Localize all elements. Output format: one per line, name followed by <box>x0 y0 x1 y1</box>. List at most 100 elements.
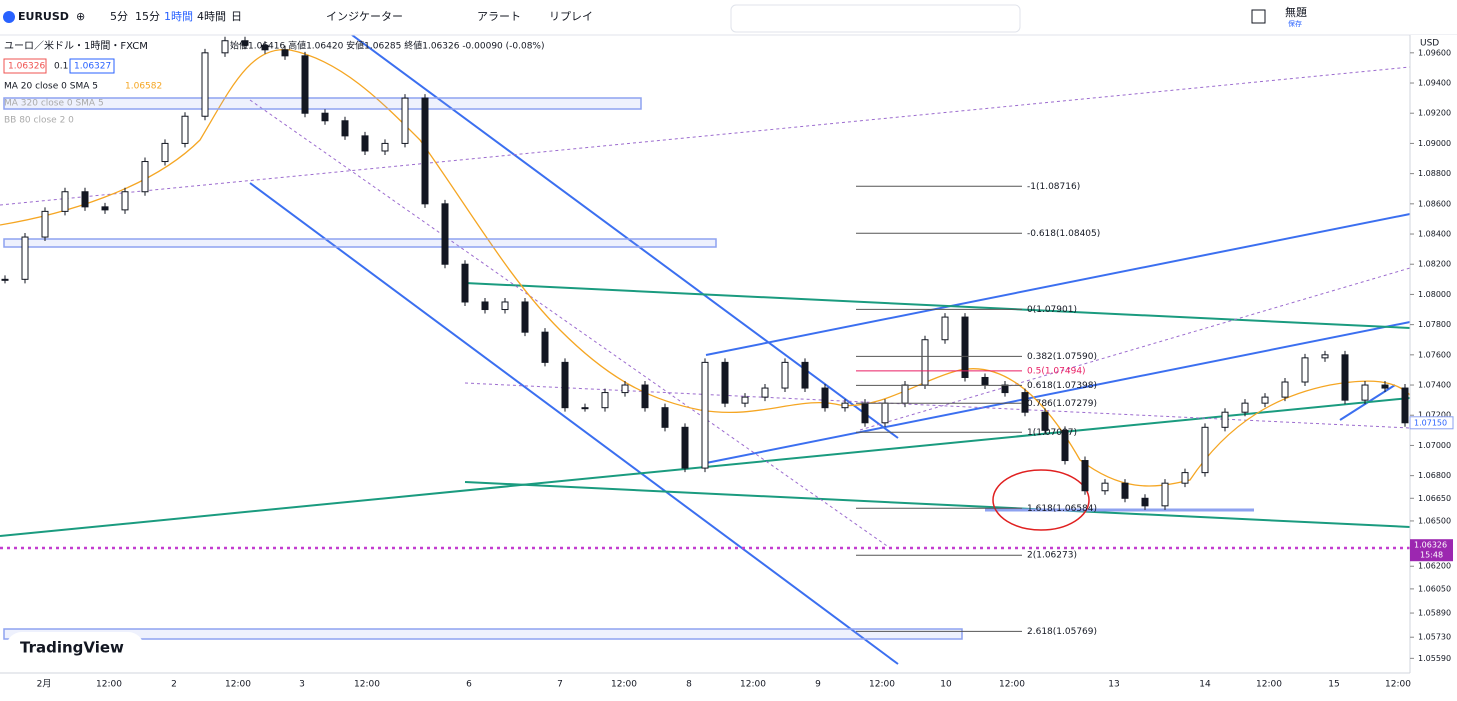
price-axis <box>1410 35 1457 697</box>
price-label: 1.09400 <box>1418 79 1451 88</box>
legend: ユーロ／米ドル・1時間・FXCM 始値1.06416 高値1.06420 安値1… <box>3 39 545 664</box>
candle <box>21 236 29 280</box>
fib-label: 0.5(1.07494) <box>1027 366 1086 376</box>
candle <box>221 40 229 54</box>
price-label: 1.08200 <box>1418 260 1451 269</box>
price-label: 1.07400 <box>1418 381 1451 390</box>
interval[interactable]: 5分 <box>110 10 128 23</box>
candle <box>1021 392 1029 413</box>
price-label: 1.06500 <box>1418 516 1451 525</box>
interval[interactable]: 15分 <box>135 10 160 23</box>
candle <box>481 301 489 311</box>
time-label: 2 <box>171 680 177 690</box>
fib-label: 0.786(1.07279) <box>1027 399 1097 409</box>
candle <box>661 407 669 428</box>
candle <box>321 112 329 122</box>
ask-box[interactable] <box>69 58 115 74</box>
candle <box>501 301 509 311</box>
candle <box>341 120 349 137</box>
add[interactable]: ⊕ <box>76 10 85 23</box>
candle <box>1361 384 1369 401</box>
interval[interactable]: 日 <box>231 10 242 23</box>
price-label: 1.09200 <box>1418 109 1451 118</box>
candle <box>721 361 729 404</box>
symbol-icon <box>3 11 15 23</box>
candle <box>441 203 449 265</box>
axes: 1.09600 1.09400 1.09200 1.09000 1.08800 1.086… <box>37 48 1454 690</box>
indicators[interactable]: インジケーター <box>326 10 403 23</box>
alert[interactable]: アラート <box>477 10 521 23</box>
checkbox[interactable] <box>1251 9 1266 24</box>
time-label: 8 <box>686 680 692 690</box>
save[interactable]: 保存 <box>1288 19 1302 28</box>
bb: BB 80 close 2 0 <box>4 116 74 126</box>
candle <box>181 115 189 144</box>
drawing-toolbar[interactable] <box>730 4 1021 33</box>
symbol[interactable]: EURUSD <box>18 10 69 23</box>
candle <box>81 191 89 208</box>
currency: USD <box>1420 39 1439 49</box>
price-label: 1.07600 <box>1418 350 1451 359</box>
candle <box>1161 482 1169 507</box>
time-label: 15 <box>1328 680 1339 690</box>
ma20-value: 1.06582 <box>125 82 162 92</box>
time-label: 7 <box>557 680 563 690</box>
price-label: 1.06650 <box>1418 494 1451 503</box>
brand-box[interactable] <box>6 632 144 664</box>
price-label: 1.07800 <box>1418 320 1451 329</box>
drawings <box>0 34 1411 665</box>
price-label: 1.09600 <box>1418 48 1451 57</box>
layout-name[interactable]: 無題 <box>1285 5 1307 19</box>
bid: 1.06326 <box>8 62 45 72</box>
time-label: 12:00 <box>96 680 122 690</box>
fib-label: 0.618(1.07398) <box>1027 381 1097 391</box>
candle <box>421 97 429 205</box>
ask: 1.06327 <box>74 62 111 72</box>
bid-box[interactable] <box>3 58 47 74</box>
candle <box>201 52 209 117</box>
time-label: 2月 <box>37 679 52 690</box>
time-label: 12:00 <box>611 680 637 690</box>
fib-label: 0.382(1.07590) <box>1027 352 1097 362</box>
spread: 0.1 <box>54 62 68 72</box>
fib-label: 2(1.06273) <box>1027 551 1077 561</box>
candle <box>1301 357 1309 383</box>
time-label: 13 <box>1108 680 1119 690</box>
candle <box>1281 381 1289 398</box>
candle <box>701 361 709 469</box>
time-label: 12:00 <box>1256 680 1282 690</box>
candle <box>801 361 809 389</box>
candle <box>1321 354 1329 359</box>
candle <box>1121 482 1129 499</box>
fib-label: 0(1.07901) <box>1027 305 1077 315</box>
toolbar-items: EURUSD ⊕ 5分 15分 1時間 4時間 日 インジケーター アラート リ… <box>3 4 1307 33</box>
fibonacci: -1(1.08716) -0.618(1.08405) 0(1.07901) 0.38… <box>856 182 1100 637</box>
price-label: 1.08000 <box>1418 290 1451 299</box>
candle <box>1061 429 1069 462</box>
candle <box>641 384 649 409</box>
candle <box>881 402 889 424</box>
interval[interactable]: 4時間 <box>197 10 226 23</box>
time-label: 12:00 <box>1385 680 1411 690</box>
candle <box>1241 402 1249 413</box>
candle <box>1381 384 1389 389</box>
candle <box>621 384 629 394</box>
candle <box>741 396 749 404</box>
candle <box>521 301 529 333</box>
replay[interactable]: リプレイ <box>549 10 593 23</box>
candle <box>381 142 389 152</box>
brand[interactable]: TradingView <box>20 639 124 657</box>
candle <box>1341 354 1349 401</box>
candle <box>1041 411 1049 431</box>
candle <box>461 263 469 303</box>
candle <box>141 161 149 193</box>
price-label: 1.07000 <box>1418 441 1451 450</box>
interval[interactable]: 1時間 <box>164 10 193 23</box>
countdown: 15:48 <box>1420 551 1443 560</box>
candle <box>921 339 929 386</box>
time-label: 10 <box>940 680 952 690</box>
candle <box>1081 460 1089 492</box>
time-label: 12:00 <box>869 680 895 690</box>
price-label: 1.05890 <box>1418 609 1451 618</box>
